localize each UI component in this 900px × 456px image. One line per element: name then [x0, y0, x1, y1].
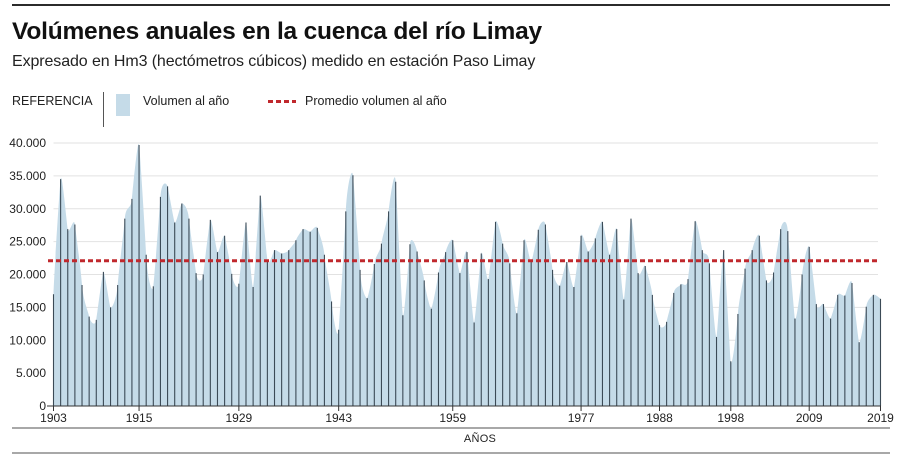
x-axis: 1903 1915 1929 1943 1959 1977 1988 1998 2009 2019 — [40, 405, 894, 425]
chart-subtitle: Expresado en Hm3 (hectómetros cúbicos) m… — [12, 53, 536, 70]
y-tick-label: 20.000 — [9, 268, 46, 282]
y-tick-label: 0 — [39, 399, 46, 413]
y-tick-label: 40.000 — [9, 136, 46, 150]
y-tick-label: 25.000 — [9, 235, 46, 249]
x-tick-label: 1959 — [439, 411, 466, 425]
x-tick-label: 1929 — [226, 411, 253, 425]
legend-divider — [103, 92, 104, 127]
top-rule — [12, 4, 890, 6]
x-tick-label: 1998 — [717, 411, 744, 425]
area-swatch-icon — [116, 94, 130, 116]
y-tick-label: 5.000 — [16, 366, 46, 380]
x-tick-label: 1977 — [568, 411, 595, 425]
legend-title: REFERENCIA — [12, 94, 93, 108]
x-tick-label: 1915 — [126, 411, 153, 425]
x-tick-label: 1988 — [646, 411, 673, 425]
legend: REFERENCIA Volumen al año Promedio volum… — [12, 92, 612, 128]
y-tick-label: 30.000 — [9, 202, 46, 216]
x-axis-title: AÑOS — [463, 433, 497, 445]
dashed-line-icon — [268, 100, 296, 103]
y-axis: 0 5.000 10.000 15.000 20.000 25.000 30.000 35.0… — [9, 136, 54, 413]
bottom-rule — [12, 452, 890, 454]
x-tick-label: 1943 — [325, 411, 352, 425]
y-tick-label: 15.000 — [9, 300, 46, 314]
y-tick-label: 35.000 — [9, 169, 46, 183]
legend-item-average: Promedio volumen al año — [305, 94, 447, 108]
x-tick-label: 2009 — [796, 411, 823, 425]
x-tick-label: 2019 — [867, 411, 894, 425]
x-tick-label: 1903 — [40, 411, 67, 425]
year-lines — [52, 144, 882, 406]
y-tick-label: 10.000 — [9, 333, 46, 347]
chart-title: Volúmenes anuales en la cuenca del río L… — [12, 18, 542, 45]
axis-bottom-rule — [12, 427, 890, 429]
legend-item-volume: Volumen al año — [143, 94, 230, 108]
